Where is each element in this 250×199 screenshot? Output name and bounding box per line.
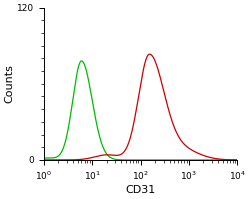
Y-axis label: Counts: Counts bbox=[4, 64, 14, 103]
X-axis label: CD31: CD31 bbox=[126, 185, 156, 195]
